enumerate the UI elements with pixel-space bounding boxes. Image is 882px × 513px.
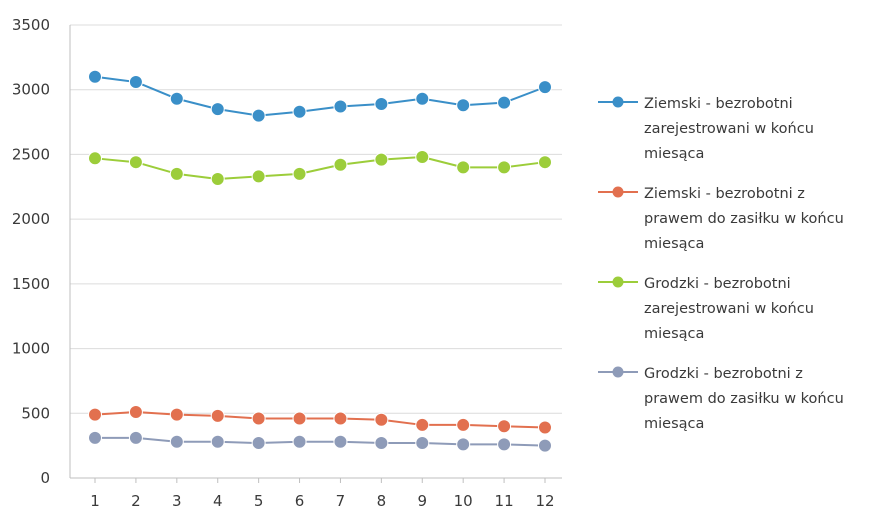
- series-1-point-4: [210, 408, 225, 423]
- series-0-point-5: [251, 108, 266, 123]
- series-0-point-10: [456, 98, 471, 113]
- y-tick-label-1500: 1500: [12, 275, 50, 293]
- x-tick-label-9: 9: [417, 492, 427, 510]
- series-0-point-11: [497, 95, 512, 110]
- legend-item-3: Grodzki - bezrobotni z prawem do zasiłku…: [598, 362, 868, 452]
- y-tick-label-3500: 3500: [12, 16, 50, 34]
- series-0-point-2: [128, 74, 143, 89]
- series-1-point-12: [538, 420, 552, 435]
- series-2-point-3: [169, 166, 184, 181]
- legend-marker-2: [598, 276, 638, 288]
- legend: Ziemski - bezrobotni zarejestrowani w ko…: [598, 92, 868, 452]
- legend-label-2: Grodzki - bezrobotni zarejestrowani w ko…: [644, 276, 814, 342]
- series-1-point-2: [128, 404, 143, 419]
- series-2: [88, 150, 552, 187]
- series-1-point-3: [169, 407, 184, 422]
- x-tick-label-8: 8: [377, 492, 387, 510]
- gridlines: [70, 24, 562, 414]
- series-2-point-4: [210, 172, 225, 187]
- series-1-point-6: [292, 411, 307, 426]
- y-tick-label-2000: 2000: [12, 210, 50, 228]
- legend-label-3: Grodzki - bezrobotni z prawem do zasiłku…: [644, 366, 844, 432]
- y-tick-label-500: 500: [21, 404, 50, 422]
- legend-label-0: Ziemski - bezrobotni zarejestrowani w ko…: [644, 96, 814, 162]
- x-tick-label-3: 3: [172, 492, 182, 510]
- series-0-point-9: [415, 91, 430, 106]
- legend-label-1: Ziemski - bezrobotni z prawem do zasiłku…: [644, 186, 844, 252]
- x-tick-label-12: 12: [535, 492, 554, 510]
- series-0-point-8: [374, 96, 389, 111]
- y-tick-label-1000: 1000: [12, 340, 50, 358]
- series-2-point-10: [456, 160, 471, 175]
- series-3-point-10: [456, 437, 471, 452]
- y-tick-label-0: 0: [40, 469, 50, 487]
- legend-item-1: Ziemski - bezrobotni z prawem do zasiłku…: [598, 182, 868, 272]
- series-3-point-11: [497, 437, 512, 452]
- series-3-point-5: [251, 436, 266, 451]
- series-2-point-12: [538, 155, 552, 170]
- series-0-point-4: [210, 102, 225, 117]
- y-tick-label-3000: 3000: [12, 81, 50, 99]
- legend-marker-1: [598, 186, 638, 198]
- series-1-point-8: [374, 412, 389, 427]
- x-tick-label-11: 11: [495, 492, 514, 510]
- series-0-point-3: [169, 91, 184, 106]
- x-tick-label-6: 6: [295, 492, 305, 510]
- x-tick-label-5: 5: [254, 492, 264, 510]
- series-2-point-1: [88, 151, 102, 166]
- x-tick-label-7: 7: [336, 492, 346, 510]
- series-0-point-6: [292, 104, 307, 119]
- series-1-point-5: [251, 411, 266, 426]
- series-2-point-5: [251, 169, 266, 184]
- series-3-point-7: [333, 434, 348, 449]
- x-tick-label-2: 2: [131, 492, 141, 510]
- legend-marker-3: [598, 366, 638, 378]
- series-3-point-1: [88, 430, 102, 445]
- series-1-point-7: [333, 411, 348, 426]
- series-0-point-12: [538, 80, 552, 95]
- x-tick-label-1: 1: [90, 492, 100, 510]
- series-3-point-9: [415, 436, 430, 451]
- series-1-point-9: [415, 417, 430, 432]
- series-3-point-4: [210, 434, 225, 449]
- series-2-point-8: [374, 152, 389, 167]
- series-0: [88, 69, 552, 123]
- series-2-point-9: [415, 150, 430, 165]
- series-2-point-11: [497, 160, 512, 175]
- y-tick-label-2500: 2500: [12, 145, 50, 163]
- series-3-point-8: [374, 436, 389, 451]
- series-0-point-7: [333, 99, 348, 114]
- series-1-point-11: [497, 419, 512, 434]
- series-lines: [88, 69, 552, 453]
- x-tick-label-10: 10: [454, 492, 473, 510]
- series-3-line: [95, 436, 546, 447]
- legend-item-0: Ziemski - bezrobotni zarejestrowani w ko…: [598, 92, 868, 182]
- series-3-point-3: [169, 434, 184, 449]
- x-tick-label-4: 4: [213, 492, 223, 510]
- series-1-line: [94, 410, 546, 429]
- legend-marker-0: [598, 96, 638, 108]
- series-3: [88, 430, 552, 453]
- series-3-point-6: [292, 434, 307, 449]
- series-1: [88, 404, 552, 435]
- series-3-point-12: [538, 438, 552, 453]
- series-2-point-2: [128, 155, 143, 170]
- legend-item-2: Grodzki - bezrobotni zarejestrowani w ko…: [598, 272, 868, 362]
- series-0-point-1: [88, 69, 102, 84]
- series-3-point-2: [128, 430, 143, 445]
- series-1-point-1: [88, 407, 102, 422]
- series-2-point-7: [333, 157, 348, 172]
- series-1-point-10: [456, 417, 471, 432]
- series-2-point-6: [292, 166, 307, 181]
- series-0-line: [94, 75, 546, 117]
- series-2-line: [94, 156, 546, 181]
